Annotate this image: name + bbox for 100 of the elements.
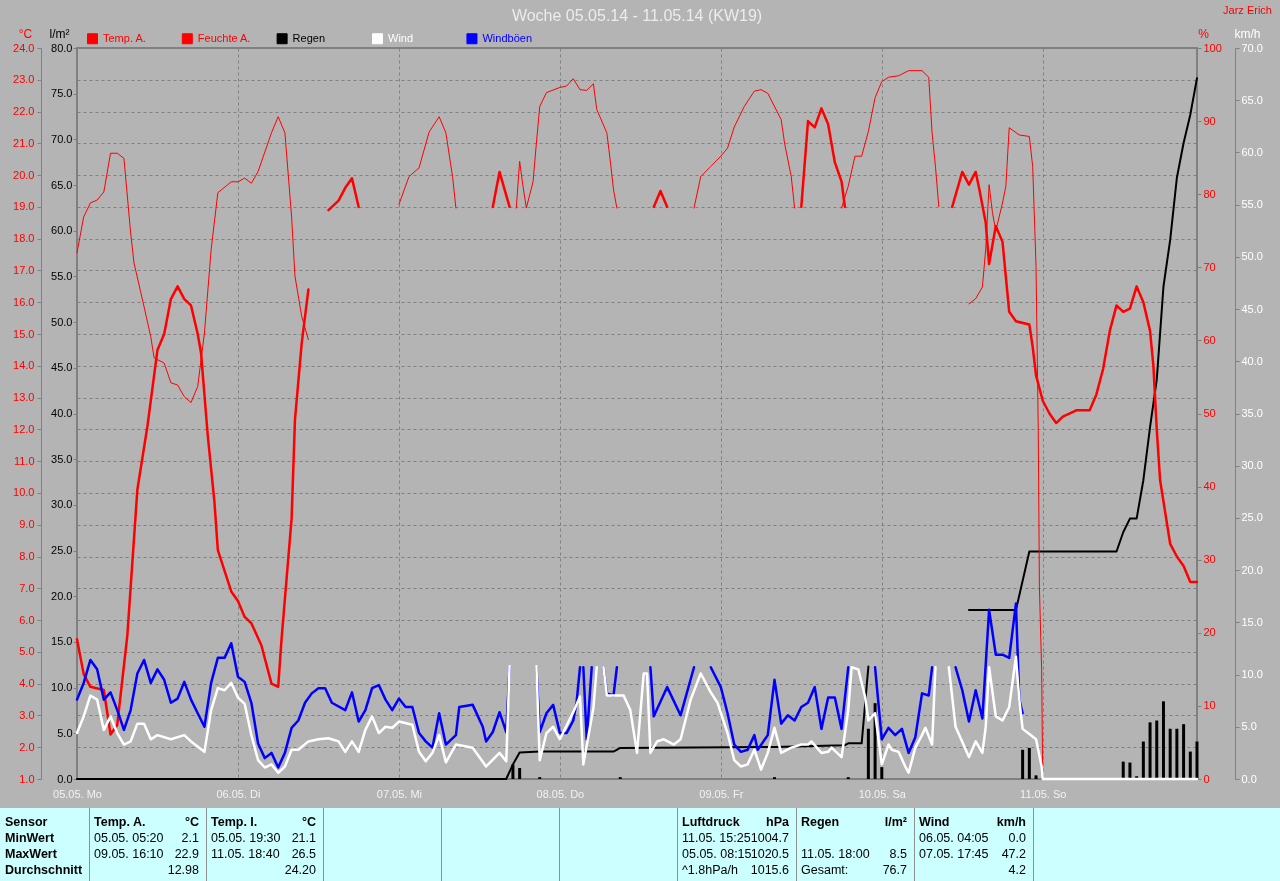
y-tick-label: 22.0 [13, 105, 35, 118]
y2-tick-label: 0.0 [57, 772, 73, 785]
text: 1004.7 [750, 830, 789, 846]
legend-label: Wind [388, 31, 414, 44]
text: Durchschnitt [5, 862, 83, 878]
y3-axis-title: % [1198, 26, 1210, 41]
text: 09.05. 16:10 [94, 846, 164, 862]
y3-tick-label: 0 [1203, 772, 1210, 785]
text: Sensor [5, 814, 48, 830]
y2-tick-label: 5.0 [57, 726, 73, 739]
text: 1020.5 [750, 846, 789, 862]
text: 22.9 [174, 846, 199, 862]
y-axis-title: km/h [1234, 26, 1261, 41]
text: km/h [996, 814, 1026, 830]
y2-tick-label: 80.0 [51, 41, 73, 54]
text: Gesamt: [801, 862, 849, 878]
text: 06.05. 04:05 [919, 830, 989, 846]
y3-tick-label: 20 [1203, 626, 1216, 639]
text: 11.05. 15:25 [682, 830, 751, 846]
text: 05.05. 05:20 [94, 830, 164, 846]
y2-tick-label: 45.0 [51, 361, 73, 374]
text: l/m² [884, 814, 907, 830]
y2-tick-label: 35.0 [51, 452, 73, 465]
y-tick-label: 35.0 [1241, 407, 1263, 419]
y-tick-label: 18.0 [13, 232, 35, 245]
y3-tick-label: 100 [1203, 41, 1222, 54]
y-tick-label: 9.0 [19, 518, 35, 531]
y-tick-label: 11.0 [13, 454, 35, 467]
y-tick-label: 50.0 [1241, 250, 1263, 263]
text: 26.5 [291, 846, 316, 862]
y2-tick-label: 25.0 [51, 544, 73, 557]
y-tick-label: 70.0 [1241, 41, 1263, 54]
y-tick-label: 4.0 [19, 677, 35, 690]
text: 76.7 [882, 862, 907, 878]
y2-axis-title: l/m² [49, 26, 70, 41]
y-tick-label: 12.0 [13, 422, 35, 435]
y-tick-label: 20.0 [1241, 563, 1263, 576]
text: Wind [919, 814, 950, 830]
text: 05.05. 19:30 [211, 830, 281, 846]
text: 1015.6 [750, 862, 789, 878]
y3-tick-label: 80 [1203, 187, 1216, 200]
x-tick-label: 05.05. Mo [53, 787, 102, 800]
y-tick-label: 16.0 [13, 295, 35, 308]
y-tick-label: 10.0 [13, 486, 35, 499]
y2-tick-label: 60.0 [51, 224, 73, 237]
x-tick-label: 10.05. Sa [858, 787, 907, 800]
y-tick-label: 23.0 [13, 73, 35, 86]
x-tick-label: 07.05. Mi [376, 787, 423, 800]
y-axis-title: °C [18, 26, 33, 41]
text: °C [184, 814, 199, 830]
y3-tick-label: 50 [1203, 407, 1216, 419]
text: Temp. I. [211, 814, 258, 830]
text: 12.98 [167, 862, 199, 878]
text: 24.20 [284, 862, 316, 878]
legend-label: Feuchte A. [197, 31, 251, 44]
y-tick-label: 14.0 [13, 359, 35, 372]
y-tick-label: 15.0 [13, 327, 35, 340]
x-tick-label: 06.05. Di [216, 787, 261, 800]
y-tick-label: 13.0 [13, 391, 35, 404]
y2-tick-label: 10.0 [51, 681, 73, 694]
y-tick-label: 2.0 [19, 740, 35, 753]
y-tick-label: 20.0 [13, 168, 35, 181]
y2-tick-label: 65.0 [51, 178, 73, 191]
chart-title: Woche 05.05.14 - 11.05.14 (KW19) [511, 7, 763, 24]
y-tick-label: 3.0 [19, 708, 35, 721]
y-tick-label: 60.0 [1241, 145, 1263, 158]
y-tick-label: 17.0 [13, 263, 35, 276]
text: °C [301, 814, 316, 830]
y2-tick-label: 75.0 [51, 87, 73, 100]
y3-tick-label: 10 [1203, 699, 1216, 712]
y2-tick-label: 40.0 [51, 407, 73, 419]
text: 07.05. 17:45 [919, 846, 989, 862]
y-tick-label: 7.0 [19, 581, 35, 594]
y-tick-label: 40.0 [1241, 354, 1263, 367]
y2-tick-label: 55.0 [51, 269, 73, 282]
y3-tick-label: 40 [1203, 480, 1216, 493]
text: ^1.8hPa/h [682, 862, 738, 878]
y3-tick-label: 30 [1203, 553, 1216, 566]
x-tick-label: 08.05. Do [536, 787, 585, 800]
text: 47.2 [1001, 846, 1026, 862]
y-tick-label: 21.0 [13, 136, 35, 149]
text: 0.0 [1008, 830, 1026, 846]
text: 11.05. 18:00 [801, 846, 870, 862]
y2-tick-label: 20.0 [51, 589, 73, 602]
text: 2.1 [181, 830, 199, 846]
y-tick-label: 8.0 [19, 550, 35, 563]
text: Luftdruck [682, 814, 740, 830]
y-tick-label: 0.0 [1241, 772, 1257, 785]
y-tick-label: 10.0 [1241, 668, 1263, 681]
text: Jarz Erich [1223, 4, 1272, 16]
y2-tick-label: 30.0 [51, 498, 73, 511]
text: MaxWert [5, 846, 57, 862]
y-tick-label: 24.0 [13, 41, 35, 54]
y-tick-label: 45.0 [1241, 302, 1263, 315]
text: 8.5 [889, 846, 907, 862]
y3-tick-label: 60 [1203, 333, 1216, 346]
text: hPa [766, 814, 789, 830]
y-tick-label: 55.0 [1241, 198, 1263, 211]
y-tick-label: 5.0 [1241, 720, 1257, 733]
x-tick-label: 11.05. So [1020, 787, 1067, 800]
